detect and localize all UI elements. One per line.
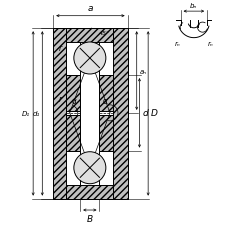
Text: D: D: [150, 109, 157, 118]
Text: r: r: [59, 44, 62, 53]
Text: rₙ: rₙ: [207, 41, 213, 46]
FancyBboxPatch shape: [99, 116, 113, 151]
Text: bₙ: bₙ: [189, 3, 197, 9]
Text: r: r: [59, 94, 62, 103]
Text: d₁: d₁: [32, 110, 39, 116]
Text: D₁: D₁: [22, 110, 30, 116]
Text: aₙ: aₙ: [139, 68, 146, 74]
Circle shape: [74, 43, 105, 75]
Text: d: d: [142, 109, 147, 118]
FancyBboxPatch shape: [53, 29, 66, 199]
Text: a: a: [87, 4, 93, 13]
Text: B: B: [86, 214, 93, 223]
Text: α: α: [102, 96, 107, 105]
Text: α: α: [71, 96, 76, 105]
Text: rₙ: rₙ: [174, 41, 179, 46]
FancyBboxPatch shape: [66, 29, 113, 43]
FancyBboxPatch shape: [66, 116, 80, 151]
FancyBboxPatch shape: [66, 185, 113, 199]
Text: 45°: 45°: [98, 31, 109, 36]
Circle shape: [74, 152, 105, 184]
FancyBboxPatch shape: [66, 76, 80, 111]
FancyBboxPatch shape: [113, 29, 127, 199]
FancyBboxPatch shape: [99, 76, 113, 111]
